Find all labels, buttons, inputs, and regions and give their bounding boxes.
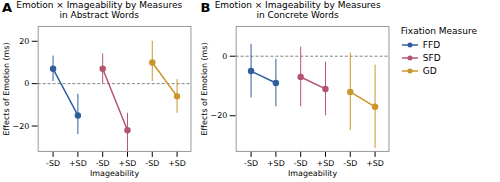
svg-text:Effects of Emotion (ms): Effects of Emotion (ms) [201,42,210,135]
html-text:B: B [200,0,211,15]
svg-text:0: 0 [24,79,29,88]
svg-text:+SD: +SD [119,159,137,168]
svg-text:20: 20 [19,37,29,46]
svg-text:+SD: +SD [69,159,87,168]
svg-text:-SD: -SD [96,159,110,168]
svg-text:−20: −20 [211,111,228,120]
svg-text:+SD: +SD [267,159,285,168]
svg-text:Effects of Emotion (ms): Effects of Emotion (ms) [2,42,11,135]
svg-text:-SD: -SD [145,159,159,168]
svg-text:Imageability: Imageability [288,169,337,178]
html-text:FFD: FFD [422,40,441,50]
svg-text:+SD: +SD [168,159,186,168]
svg-text:+SD: +SD [317,159,335,168]
svg-text:-SD: -SD [344,159,358,168]
html-text:Emotion × Imageability by Meas: Emotion × Imageability by Measures in Co… [214,0,381,20]
html-text:Emotion × Imageability by Meas: Emotion × Imageability by Measures in Ab… [16,0,183,20]
svg-text:-SD: -SD [244,159,258,168]
html-text:GD: GD [422,66,437,76]
svg-text:+SD: +SD [367,159,385,168]
svg-text:-SD: -SD [46,159,60,168]
html-text:A: A [2,0,13,15]
html-text:SFD: SFD [422,53,441,63]
svg-text:Imageability: Imageability [90,169,139,178]
html-text:Fixation Measure: Fixation Measure [400,26,477,36]
svg-text:−20: −20 [13,122,30,131]
svg-text:0: 0 [223,52,228,61]
svg-text:-SD: -SD [294,159,308,168]
